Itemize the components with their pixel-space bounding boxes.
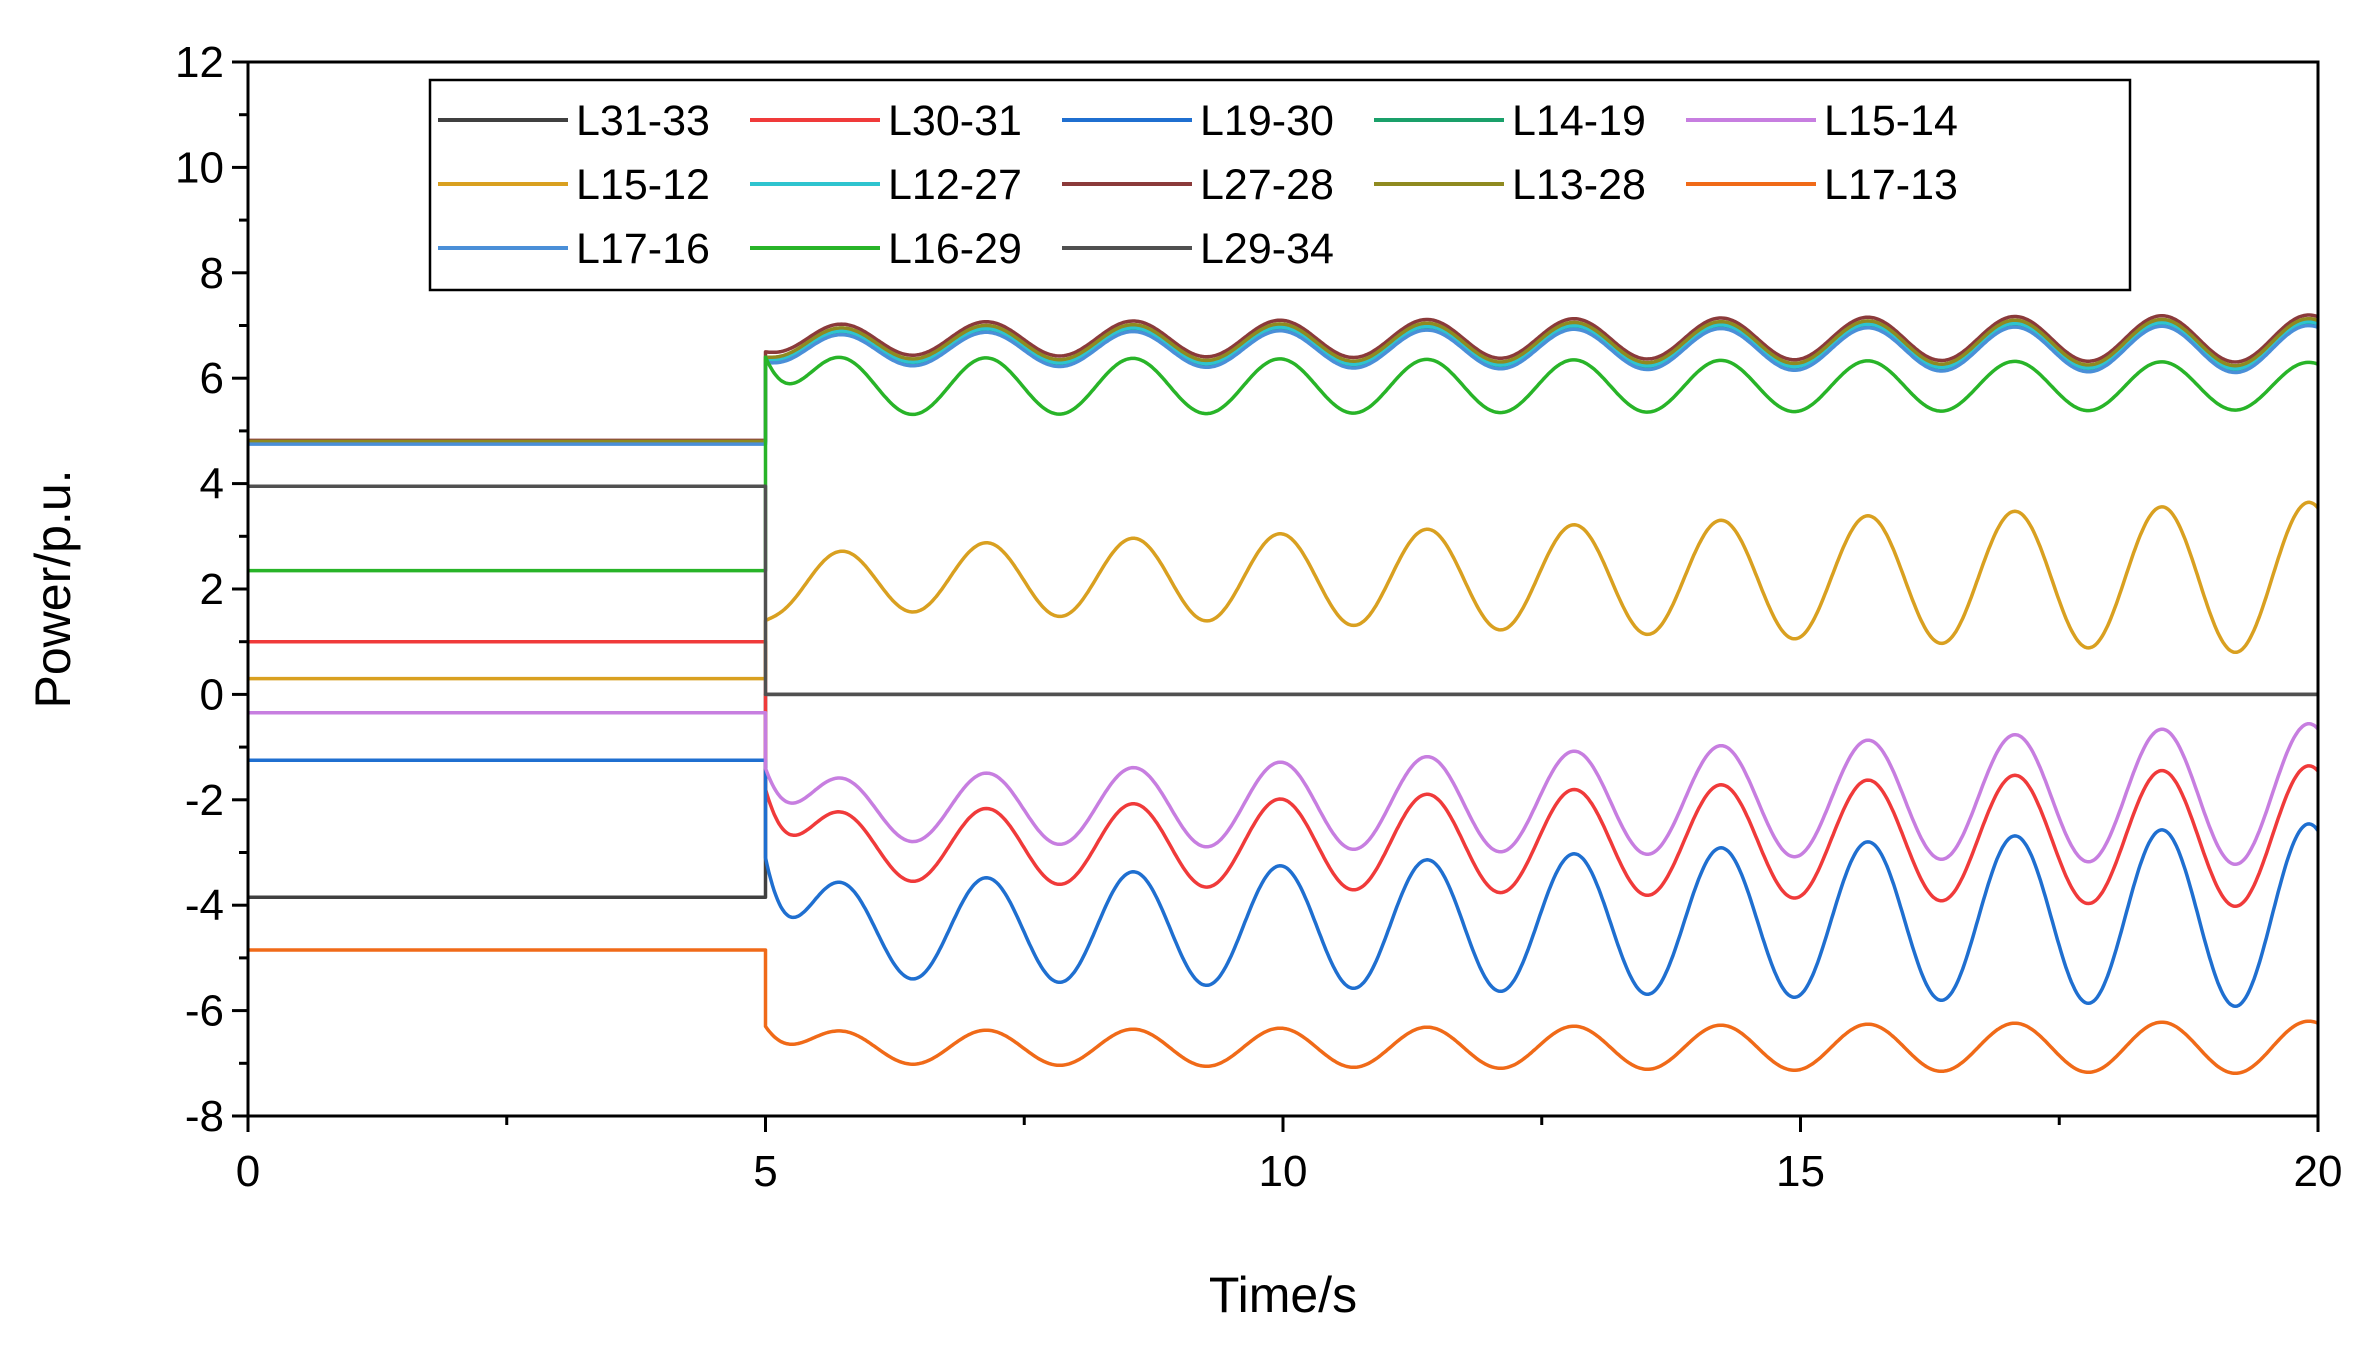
series-line-l15-12: [248, 500, 2320, 681]
y-tick-label-9: 10: [175, 143, 224, 192]
y-tick-label-2: -4: [185, 881, 224, 930]
y-tick-label-6: 4: [200, 460, 224, 509]
x-axis-title: Time/s: [1209, 1267, 1357, 1323]
series-line-l19-30: [248, 758, 2320, 1009]
legend-label-l17-13: L17-13: [1824, 161, 1958, 209]
x-tick-label-3: 15: [1776, 1147, 1825, 1196]
legend-label-l29-34: L29-34: [1200, 225, 1334, 273]
axes-layer: 0 5 10 15 20 -8 -6 -4 -2 0 2 4 6 8 10 12: [175, 38, 2342, 1196]
legend-label-l16-29: L16-29: [888, 225, 1022, 273]
y-tick-label-10: 12: [175, 38, 224, 87]
y-axis-title: Power/p.u.: [25, 469, 81, 708]
legend-box: [428, 78, 2132, 292]
legend-label-l30-31: L30-31: [888, 97, 1022, 145]
y-tick-label-0: -8: [185, 1092, 224, 1141]
legend-label-l13-28: L13-28: [1512, 161, 1646, 209]
series-line-l29-34: [248, 484, 2318, 697]
legend-label-l14-19: L14-19: [1512, 97, 1646, 145]
series-line-l15-14: [248, 711, 2320, 867]
series-line-l27-28: [248, 313, 2319, 443]
series-line-l13-28: [248, 316, 2319, 444]
legend-label-l15-14: L15-14: [1824, 97, 1958, 145]
x-tick-label-2: 10: [1259, 1147, 1308, 1196]
x-tick-label-1: 5: [753, 1147, 777, 1196]
legend-label-l15-12: L15-12: [576, 161, 710, 209]
series-line-l17-13: [248, 948, 2319, 1076]
x-tick-label-4: 20: [2294, 1147, 2343, 1196]
legend-label-l31-33: L31-33: [576, 97, 710, 145]
y-tick-label-7: 6: [200, 354, 224, 403]
legend-label-l12-27: L12-27: [888, 161, 1022, 209]
series-line-l30-31: [248, 639, 2320, 909]
y-tick-label-5: 2: [200, 565, 224, 614]
y-tick-label-3: -2: [185, 776, 224, 825]
series-layer: [248, 313, 2320, 1076]
legend-label-l19-30: L19-30: [1200, 97, 1334, 145]
series-line-l16-29: [248, 355, 2319, 573]
y-tick-label-4: 0: [200, 670, 224, 719]
legend: L31-33 L30-31 L19-30 L14-19 L15-14 L15-12 L12-…: [428, 78, 2132, 292]
y-tick-label-1: -6: [185, 987, 224, 1036]
y-tick-label-8: 8: [200, 249, 224, 298]
x-tick-label-0: 0: [236, 1147, 260, 1196]
series-line-l17-16: [248, 323, 2319, 446]
series-line-l12-27: [248, 320, 2319, 445]
legend-label-l17-16: L17-16: [576, 225, 710, 273]
legend-label-l27-28: L27-28: [1200, 161, 1334, 209]
